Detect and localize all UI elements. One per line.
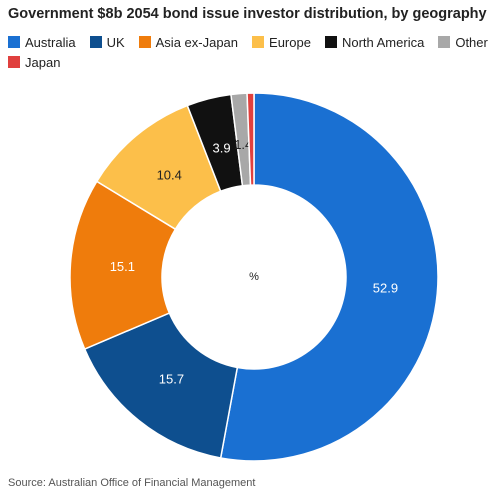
legend-label: Other <box>455 34 488 50</box>
legend-label: Australia <box>25 34 76 50</box>
legend-item: Australia <box>8 34 76 50</box>
legend-label: Europe <box>269 34 311 50</box>
data-label: 52.9 <box>373 280 398 295</box>
legend-label: North America <box>341 34 425 50</box>
legend-label: UK <box>106 34 125 50</box>
slice <box>69 180 177 350</box>
center-label: % <box>249 271 259 283</box>
data-label: 10.4 <box>157 167 182 182</box>
chart-title: Government $8b 2054 bond issue investor … <box>8 6 487 22</box>
source: Source: Australian Office of Financial M… <box>8 477 256 489</box>
legend-label: Asia ex-Japan <box>155 34 239 50</box>
slice <box>219 92 439 462</box>
legend-label: Japan <box>25 54 61 70</box>
legend-item: Europe <box>252 34 311 50</box>
data-label: 15.7 <box>159 371 184 386</box>
legend-swatch <box>89 36 102 48</box>
legend: Australia UK Asia ex-Japan Europe North Amer… <box>8 34 488 70</box>
data-label: 3.9 <box>213 140 231 155</box>
legend-swatch <box>324 36 337 48</box>
legend-item: Asia ex-Japan <box>138 34 239 50</box>
legend-item: Other <box>438 34 488 50</box>
legend-swatch <box>8 36 20 48</box>
legend-swatch <box>438 36 451 48</box>
legend-item: Japan <box>8 54 60 70</box>
legend-item: UK <box>89 34 125 50</box>
data-label: 1.4 <box>234 137 252 152</box>
data-label: 15.1 <box>110 259 135 274</box>
legend-swatch <box>252 36 265 48</box>
legend-item: North America <box>324 34 425 50</box>
legend-swatch <box>138 36 151 48</box>
slice <box>83 312 239 459</box>
legend-swatch <box>8 56 20 68</box>
slice <box>246 92 255 186</box>
